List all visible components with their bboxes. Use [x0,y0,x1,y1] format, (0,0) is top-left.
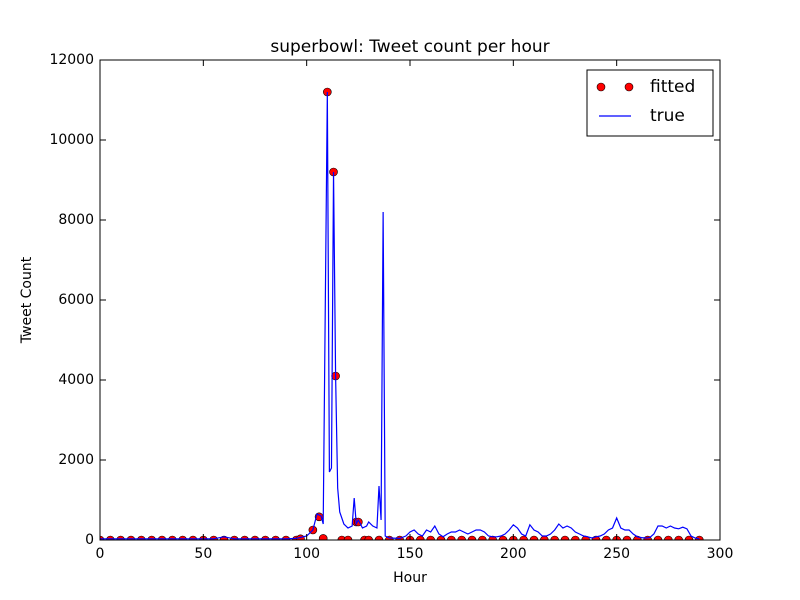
fitted-point [447,535,456,540]
legend-box [586,69,714,137]
fitted-point [364,535,373,540]
fitted-point [571,535,580,540]
fitted-point [529,535,539,540]
x-tick-label: 50 [194,546,212,562]
legend-marker [624,82,634,92]
y-tick-label: 8000 [58,212,94,228]
fitted-point [457,535,466,540]
fitted-point [343,535,353,540]
x-tick-label: 0 [96,546,105,562]
chart-title: superbowl: Tweet count per hour [270,37,549,57]
y-tick-label: 0 [85,532,94,548]
fitted-point [560,535,570,540]
fitted-point [664,535,673,540]
x-axis-label: Hour [393,570,427,586]
y-tick-label: 2000 [58,452,94,468]
x-tick-label: 200 [500,546,527,562]
fitted-point [674,535,683,540]
fitted-point [622,535,632,540]
fitted-point [684,535,694,540]
fitted-point [478,535,487,540]
fitted-point [602,535,611,540]
fitted-point [426,535,435,540]
y-axis-label: Tweet Count [19,256,35,344]
y-tick-label: 12000 [49,52,94,68]
fitted-point [550,535,559,540]
fitted-point [519,535,528,540]
fitted-point [337,535,347,540]
fitted-point [498,535,508,540]
legend-marker [596,82,606,92]
y-tick-label: 10000 [49,132,94,148]
y-tick-label: 4000 [58,372,94,388]
x-tick-label: 100 [293,546,320,562]
fitted-point [416,535,425,540]
fitted-point [467,535,477,540]
fitted-point [318,534,328,540]
legend-label: fitted [650,77,695,97]
legend-label: true [650,106,685,126]
x-tick-label: 250 [603,546,630,562]
fitted-point [653,535,663,540]
x-tick-label: 300 [707,546,734,562]
fitted-point [374,535,384,540]
x-tick-label: 150 [397,546,424,562]
y-tick-label: 6000 [58,292,94,308]
